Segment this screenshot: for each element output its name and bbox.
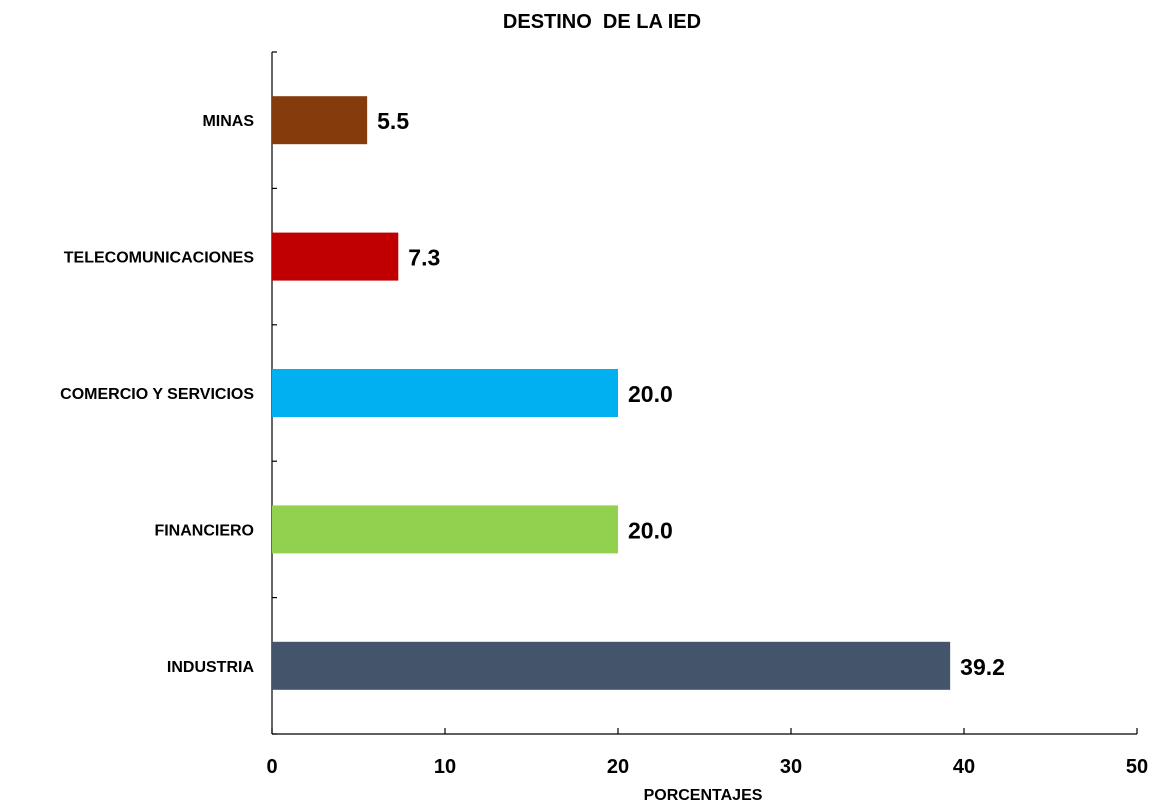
bar bbox=[272, 505, 618, 554]
x-tick-label: 0 bbox=[266, 756, 277, 778]
x-tick-label: 30 bbox=[780, 756, 802, 778]
category-label: COMERCIO Y SERVICIOS bbox=[60, 386, 254, 403]
category-label: INDUSTRIA bbox=[167, 659, 255, 676]
x-axis-title: PORCENTAJES bbox=[644, 787, 763, 804]
data-labels: 5.5 7.3 20.0 20.0 39.2 bbox=[377, 108, 1005, 680]
data-label: 39.2 bbox=[960, 654, 1005, 680]
category-label: TELECOMUNICACIONES bbox=[64, 250, 255, 267]
data-label: 20.0 bbox=[628, 381, 673, 407]
x-tick-label: 40 bbox=[953, 756, 975, 778]
category-labels: MINAS TELECOMUNICACIONES COMERCIO Y SERVIC… bbox=[60, 113, 254, 676]
data-label: 7.3 bbox=[408, 245, 440, 271]
category-label: MINAS bbox=[202, 113, 254, 130]
bar bbox=[272, 96, 368, 145]
x-ticks: 0 10 20 30 40 50 bbox=[266, 728, 1148, 778]
data-label: 5.5 bbox=[377, 108, 409, 134]
x-tick-label: 10 bbox=[434, 756, 456, 778]
x-tick-label: 50 bbox=[1126, 756, 1148, 778]
category-label: FINANCIERO bbox=[154, 522, 254, 539]
data-label: 20.0 bbox=[628, 517, 673, 543]
bar bbox=[272, 641, 951, 690]
x-tick-label: 20 bbox=[607, 756, 629, 778]
bar bbox=[272, 369, 618, 417]
chart-title: DESTINO DE LA IED bbox=[503, 11, 701, 33]
bars bbox=[272, 96, 951, 690]
bar bbox=[272, 232, 399, 281]
